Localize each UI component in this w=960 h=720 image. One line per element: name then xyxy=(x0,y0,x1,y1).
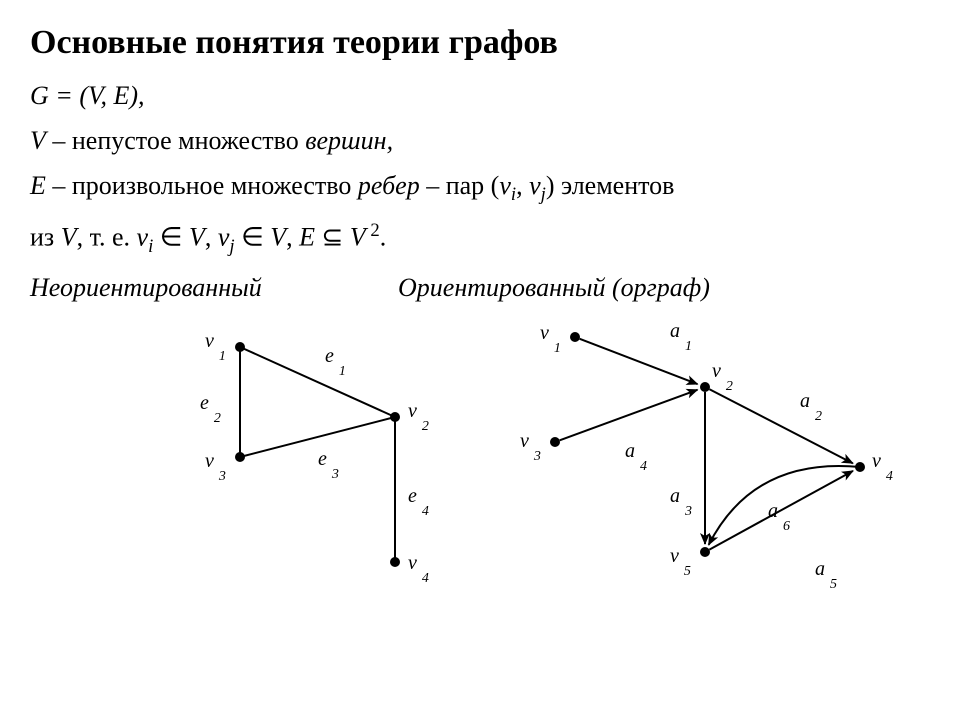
graph-label: v 4 xyxy=(408,552,429,586)
graph-label: a 3 xyxy=(670,485,692,519)
diagrams-container: e 1 e 2 e 3 e 4 v 1 v 2 v 3 v 4 a 1 a 2 a 3 a 4 a 5… xyxy=(30,307,930,617)
header-directed: Ориентированный (орграф) xyxy=(398,273,710,303)
definition-v: V – непустое множество вершин, xyxy=(30,123,930,158)
graph-label: v 2 xyxy=(712,360,733,394)
symbol-v3: V xyxy=(189,222,205,251)
graph-node xyxy=(700,382,710,392)
symbol-v4: V xyxy=(270,222,286,251)
graph-arc xyxy=(580,339,698,384)
graph-label: v 3 xyxy=(205,450,226,484)
text-comma: , xyxy=(516,171,529,200)
graph-label: v 3 xyxy=(520,430,541,464)
symbol-e2: E xyxy=(299,222,315,251)
text-comma3: , xyxy=(286,222,299,251)
graph-label: v 2 xyxy=(408,400,429,434)
graph-label: e 4 xyxy=(408,485,429,519)
graph-label: a 2 xyxy=(800,390,822,424)
graph-label: e 3 xyxy=(318,448,339,482)
symbol-vj-v: v xyxy=(529,171,541,200)
text-v: – непустое множество xyxy=(52,126,305,155)
graph-arc xyxy=(560,390,698,441)
graph-label: e 2 xyxy=(200,392,221,426)
graph-label: v 4 xyxy=(872,450,893,484)
symbol-v2: V xyxy=(61,222,77,251)
graph-label: a 5 xyxy=(815,558,837,592)
symbol-two: 2 xyxy=(366,220,380,241)
symbol-vsq: V xyxy=(350,222,366,251)
graph-node xyxy=(570,332,580,342)
symbol-v: V xyxy=(30,126,46,155)
graph-node xyxy=(235,452,245,462)
definition-from-v: из V, т. е. vi ∈ V, vj ∈ V, E ⊆ V 2. xyxy=(30,218,930,259)
text-dot: . xyxy=(380,222,387,251)
text-e1: – произвольное множество xyxy=(52,171,358,200)
graph-node xyxy=(390,412,400,422)
page-title: Основные понятия теории графов xyxy=(30,24,930,62)
page: Основные понятия теории графов G = (V, E… xyxy=(0,0,960,720)
graph-label: v 1 xyxy=(205,330,226,364)
definition-e: E – произвольное множество ребер – пар (… xyxy=(30,168,930,207)
symbol-in-2: ∈ xyxy=(235,222,271,251)
symbol-in-1: ∈ xyxy=(153,222,189,251)
graph-node xyxy=(390,557,400,567)
symbol-vi-v: v xyxy=(499,171,511,200)
symbol-vj2-v: v xyxy=(218,222,230,251)
graph-label: v 5 xyxy=(670,545,691,579)
graph-edge xyxy=(240,347,395,417)
graph-label: a 6 xyxy=(768,500,790,534)
graph-label: v 1 xyxy=(540,322,561,356)
text-e3: ) элементов xyxy=(546,171,675,200)
text-comma2: , xyxy=(205,222,218,251)
graph-node xyxy=(855,462,865,472)
directed-graph: a 1 a 2 a 3 a 4 a 5 a 6 v 1 v 2 v 3 v 4 v 5 xyxy=(480,307,930,607)
graph-node xyxy=(235,342,245,352)
graph-arc xyxy=(709,389,852,463)
text-edges: ребер xyxy=(358,171,420,200)
undirected-graph: e 1 e 2 e 3 e 4 v 1 v 2 v 3 v 4 xyxy=(130,307,480,607)
graph-label: a 1 xyxy=(670,320,692,354)
graph-node xyxy=(700,547,710,557)
text-fromv-1: из xyxy=(30,222,61,251)
symbol-vi2-v: v xyxy=(137,222,149,251)
header-undirected: Неориентированный xyxy=(30,273,350,303)
text-e2: – пар ( xyxy=(426,171,499,200)
definition-g: G = (V, E), xyxy=(30,78,930,113)
graph-node xyxy=(550,437,560,447)
graph-headers: Неориентированный Ориентированный (оргра… xyxy=(30,273,930,303)
symbol-subset: ⊆ xyxy=(315,222,350,251)
text-vertices: вершин, xyxy=(305,126,393,155)
graph-label: e 1 xyxy=(325,345,346,379)
symbol-e: E xyxy=(30,171,46,200)
text-fromv-2: , т. е. xyxy=(77,222,137,251)
graph-label: a 4 xyxy=(625,440,647,474)
